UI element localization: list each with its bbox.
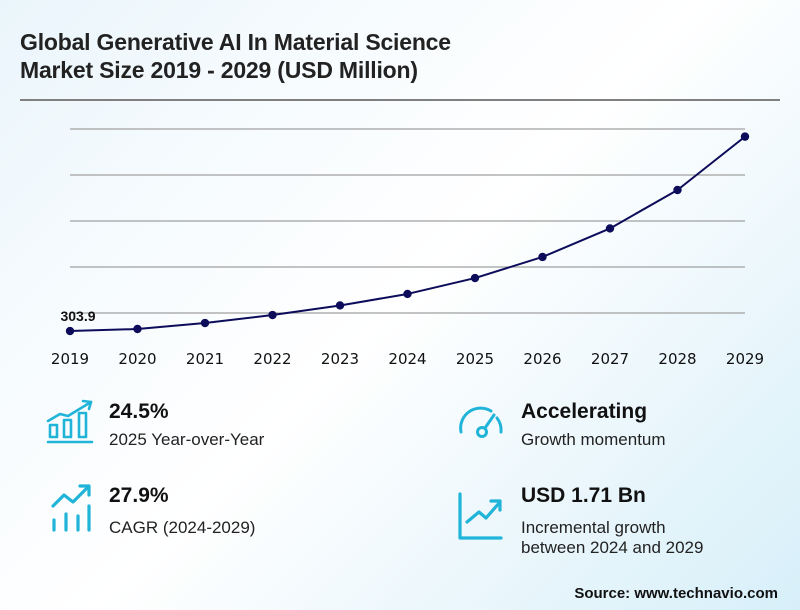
series-line [69,135,746,333]
kpi-value: 24.5% [109,400,169,423]
data-point [133,324,142,334]
x-tick-label: 2028 [658,350,696,368]
data-points [65,132,750,336]
kpi-value: Accelerating [521,400,648,423]
kpi-label-line-1: Incremental growth [521,518,666,537]
kpi-label: Growth momentum [521,430,666,449]
kpi-label-line-2: between 2024 and 2029 [521,538,704,557]
kpi-value: USD 1.71 Bn [521,484,646,507]
data-point [673,185,682,195]
x-tick-label: 2022 [253,350,291,368]
data-label: 303.9 [60,308,95,324]
trend-bars-icon [51,484,91,532]
source-credit: Source: www.technavio.com [574,585,778,602]
title-line-1: Global Generative AI In Material Science [20,29,451,55]
data-labels: 303.9 [60,308,95,324]
data-point [538,252,547,262]
chart-title: Global Generative AI In Material Science… [20,28,451,84]
data-point [740,132,750,141]
data-point [268,310,277,320]
gridlines [70,128,745,314]
line-chart: 303.9 2019 2020 2021 2022 2023 2024 2025 2026 20… [51,128,764,368]
data-point [200,318,210,328]
x-tick-label: 2019 [51,350,89,368]
kpi-label: 2025 Year-over-Year [109,430,265,449]
data-point [65,326,75,336]
data-point [335,301,345,310]
kpi-label: CAGR (2024-2029) [109,518,256,537]
x-tick-label: 2025 [456,350,494,368]
series-line-layer [69,135,746,333]
title-line-2: Market Size 2019 - 2029 (USD Million) [20,57,418,83]
speedometer-icon [459,406,503,438]
data-point [470,273,480,283]
title-divider [20,99,780,101]
x-tick-label: 2027 [591,350,629,368]
line-chart-up-icon [458,492,503,540]
x-tick-label: 2026 [523,350,561,368]
kpi-value: 27.9% [109,484,169,507]
x-tick-label: 2024 [388,350,426,368]
x-tick-label: 2020 [118,350,156,368]
x-axis-ticks: 2019 2020 2021 2022 2023 2024 2025 2026 2027 2028… [51,350,764,368]
x-tick-label: 2021 [186,350,224,368]
x-tick-label: 2029 [726,350,764,368]
data-point [605,224,615,233]
bar-chart-growth-icon [46,399,94,444]
data-point [403,289,412,299]
x-tick-label: 2023 [321,350,359,368]
